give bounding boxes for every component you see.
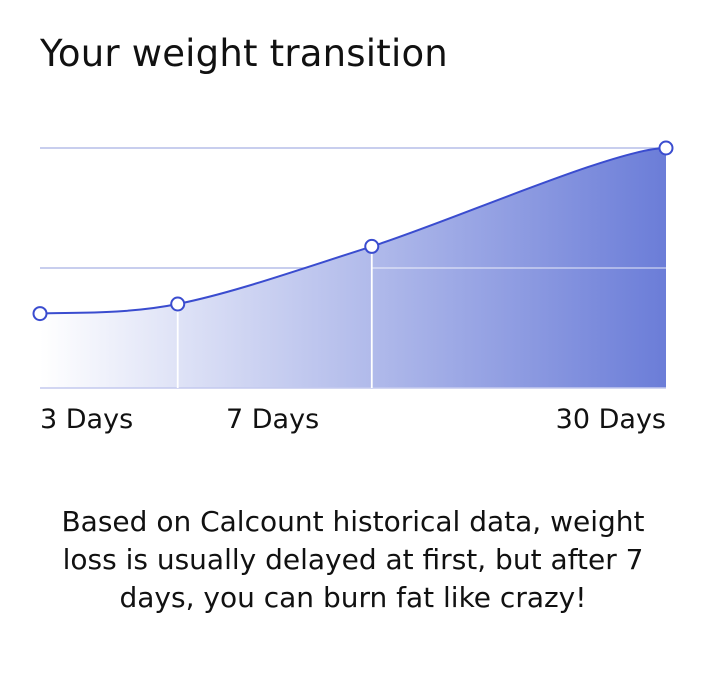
weight-transition-chart: 3 Days 7 Days 30 Days bbox=[32, 140, 674, 435]
series-line bbox=[39, 147, 667, 315]
data-point-1 bbox=[32, 306, 48, 322]
data-point-2 bbox=[170, 296, 186, 312]
caption-text: Based on Calcount historical data, weigh… bbox=[61, 505, 645, 614]
tick-label-2: 7 Days bbox=[226, 404, 319, 435]
area-fill bbox=[40, 148, 666, 388]
tick-label-1: 3 Days bbox=[40, 404, 133, 435]
tick-label-3: 30 Days bbox=[556, 404, 666, 435]
page-title: Your weight transition bbox=[40, 32, 448, 75]
data-point-3 bbox=[364, 238, 380, 254]
data-point-4 bbox=[658, 140, 674, 156]
